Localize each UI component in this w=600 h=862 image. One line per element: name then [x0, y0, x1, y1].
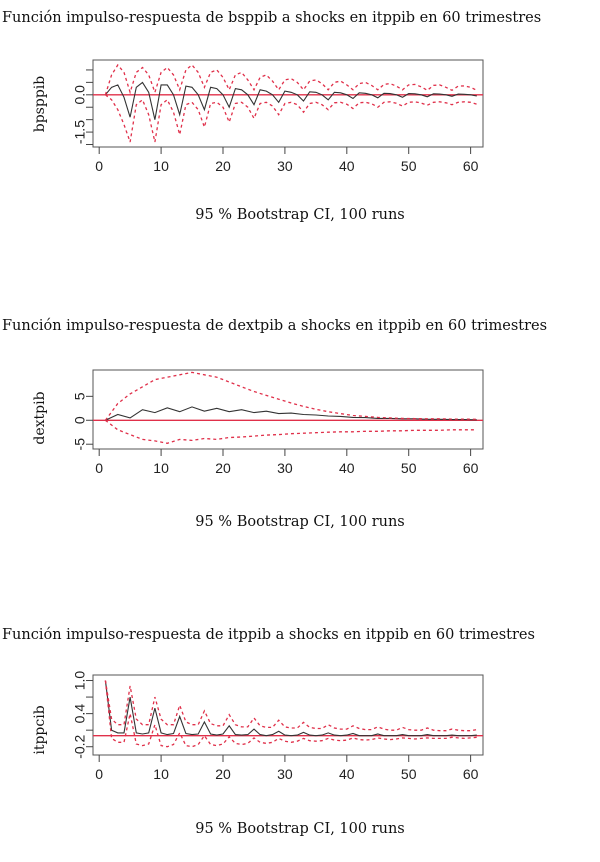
ci-upper-line — [104, 371, 477, 421]
y-tick-label: 0 — [72, 416, 88, 424]
chart-title: Función impulso-respuesta de bsppib a sh… — [2, 10, 542, 26]
x-tick-label: 30 — [277, 460, 293, 476]
ci-lower-line — [104, 680, 477, 748]
irf-chart-3: 0 10 20 30 40 50 60 -0.2 0.4 1.0 — [72, 671, 484, 782]
chart-title: Función impulso-respuesta de dextpib a s… — [2, 318, 548, 334]
ci-upper-line — [104, 63, 478, 95]
x-tick-label: 40 — [339, 766, 355, 782]
x-tick-label: 60 — [463, 158, 479, 174]
plot-frame — [92, 59, 484, 148]
chart-title: Función impulso-respuesta de itppib a sh… — [2, 627, 535, 643]
x-tick-label: 10 — [153, 158, 169, 174]
plot-frame — [92, 674, 484, 756]
x-tick-label: 10 — [153, 460, 169, 476]
y-tick-label: 5 — [72, 392, 88, 400]
x-tick-label: 20 — [215, 158, 231, 174]
x-tick-label: 20 — [215, 460, 231, 476]
x-tick-label: 40 — [339, 158, 355, 174]
x-tick-label: 10 — [153, 766, 169, 782]
x-tick-label: 30 — [277, 766, 293, 782]
response-line — [104, 680, 477, 737]
plot-frame — [92, 369, 484, 450]
irf-panel-2: Función impulso-respuesta de dextpib a s… — [0, 318, 600, 543]
x-tick-label: 50 — [401, 766, 417, 782]
x-tick-label: 40 — [339, 460, 355, 476]
x-axis-label: 95 % Bootstrap CI, 100 runs — [195, 207, 405, 223]
x-tick-label: 20 — [215, 766, 231, 782]
x-tick-label: 50 — [401, 158, 417, 174]
ci-lower-line — [104, 94, 477, 143]
x-tick-label: 50 — [401, 460, 417, 476]
y-tick-label: 0.0 — [72, 85, 88, 105]
ci-upper-line — [104, 680, 477, 732]
x-tick-label: 0 — [95, 766, 103, 782]
x-axis-label: 95 % Bootstrap CI, 100 runs — [195, 514, 405, 530]
irf-panel-3: Función impulso-respuesta de itppib a sh… — [0, 627, 600, 852]
irf-chart-2: 0 10 20 30 40 50 60 -5 0 5 — [72, 369, 484, 476]
irf-chart-1: 0 10 20 30 40 50 60 -1.5 0.0 — [72, 59, 484, 174]
y-tick-label: -5 — [72, 438, 88, 451]
x-tick-label: 60 — [463, 766, 479, 782]
x-tick-label: 30 — [277, 158, 293, 174]
y-tick-label: 0.4 — [72, 704, 88, 724]
x-axis-label: 95 % Bootstrap CI, 100 runs — [195, 821, 405, 837]
x-tick-label: 60 — [463, 460, 479, 476]
y-tick-label: 1.0 — [72, 671, 88, 691]
ci-lower-line — [105, 419, 477, 444]
y-tick-label: -0.2 — [72, 734, 88, 758]
response-line — [104, 81, 477, 120]
x-tick-label: 0 — [95, 460, 103, 476]
y-tick-label: -1.5 — [72, 120, 88, 144]
irf-panel-1: Función impulso-respuesta de bsppib a sh… — [0, 10, 600, 235]
x-tick-label: 0 — [95, 158, 103, 174]
